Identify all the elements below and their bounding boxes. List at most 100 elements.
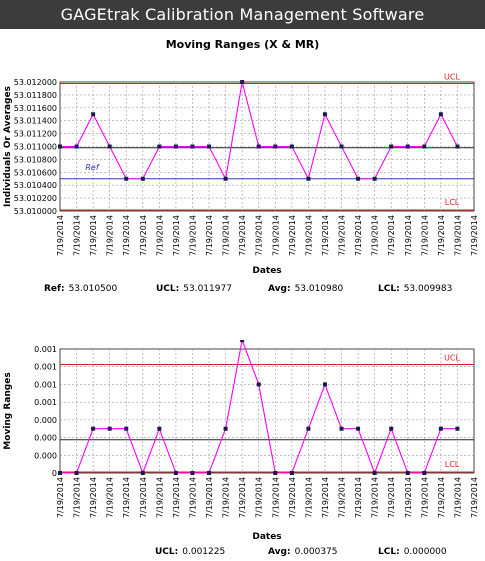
ucl-stat-label: UCL: — [156, 284, 180, 294]
data-point — [372, 176, 377, 181]
mr-ucl-stat-label: UCL: — [155, 547, 179, 557]
x-tick-label: 7/19/2014 — [172, 477, 181, 518]
x-tick-label: 7/19/2014 — [255, 215, 264, 256]
y-tick-label: 53.010600 — [14, 168, 57, 177]
x-tick-label: 7/19/2014 — [238, 215, 247, 256]
ucl-label: UCL — [444, 354, 460, 363]
x-tick-label: 7/19/2014 — [188, 215, 197, 256]
x-tick-label: 7/19/2014 — [404, 477, 413, 518]
mr-avg-stat: Avg: 0.000375 — [268, 547, 338, 557]
ucl-label: UCL — [444, 72, 460, 81]
lcl-stat-value: 53.009983 — [403, 284, 453, 294]
lcl-stat: LCL: 53.009983 — [378, 284, 452, 294]
data-point — [389, 144, 394, 149]
mr-avg-stat-label: Avg: — [268, 547, 291, 557]
data-point — [322, 382, 327, 387]
x-tick-label: 7/19/2014 — [387, 477, 396, 518]
data-point — [438, 426, 443, 431]
data-point — [289, 471, 294, 475]
lcl-label: LCL — [445, 198, 460, 207]
x-tick-label: 7/19/2014 — [371, 215, 380, 256]
avg-stat-value: 53.010980 — [294, 284, 344, 294]
y-tick-label: 53.011800 — [14, 91, 57, 100]
data-point — [372, 471, 377, 475]
y-tick-label: 0.001 — [34, 380, 57, 389]
y-tick-label: 0 — [52, 469, 57, 478]
x-tick-label: 7/19/2014 — [255, 477, 264, 518]
x-tick-label: 7/19/2014 — [453, 477, 462, 518]
x-tick-label: 7/19/2014 — [155, 215, 164, 256]
ref-label: Ref — [85, 163, 99, 172]
data-point — [339, 426, 344, 431]
x-tick-label: 7/19/2014 — [470, 215, 479, 256]
x-tick-label: 7/19/2014 — [222, 477, 231, 518]
data-point — [339, 144, 344, 149]
x-tick-label: 7/19/2014 — [288, 477, 297, 518]
data-point — [124, 176, 129, 181]
x-tick-label: 7/19/2014 — [89, 477, 98, 518]
individuals-stats: Ref: 53.010500 UCL: 53.011977 Avg: 53.01098… — [0, 284, 485, 298]
avg-stat: Avg: 53.010980 — [268, 284, 343, 294]
ucl-stat-value: 53.011977 — [183, 284, 232, 294]
x-tick-label: 7/19/2014 — [387, 215, 396, 256]
data-point — [223, 426, 228, 431]
y-axis-title: Moving Ranges — [3, 372, 13, 449]
x-tick-label: 7/19/2014 — [188, 477, 197, 518]
x-tick-label: 7/19/2014 — [155, 477, 164, 518]
data-point — [240, 340, 245, 343]
y-axis-title: Individuals Or Averages — [3, 86, 13, 207]
individuals-chart: 53.012000 53.011800 53.011600 53.011400 53.0… — [3, 72, 479, 276]
data-point — [455, 426, 460, 431]
y-tick-label: 53.011400 — [14, 117, 57, 126]
ref-stat-label: Ref: — [44, 284, 65, 294]
y-tick-label: 53.011200 — [14, 130, 57, 139]
data-point — [58, 471, 62, 475]
data-point — [207, 471, 212, 475]
moving-ranges-chart: 0.001 0.001 0.001 0.001 0.000 0.000 0.000 0 UCL L… — [3, 340, 479, 540]
x-axis-title: Dates — [252, 266, 281, 276]
x-tick-label: 7/19/2014 — [73, 215, 82, 256]
x-tick-label: 7/19/2014 — [205, 477, 214, 518]
x-tick-label: 7/19/2014 — [338, 477, 347, 518]
x-tick-label: 7/19/2014 — [321, 477, 330, 518]
x-tick-label: 7/19/2014 — [321, 215, 330, 256]
data-point — [405, 471, 410, 475]
ref-stat: Ref: 53.010500 — [44, 284, 117, 294]
x-axis-title: Dates — [252, 532, 281, 540]
data-point — [157, 426, 162, 431]
data-point — [58, 144, 62, 149]
x-tick-label: 7/19/2014 — [222, 215, 231, 256]
data-point — [190, 144, 195, 149]
mr-ucl-stat: UCL: 0.001225 — [155, 547, 225, 557]
y-tick-label: 0.000 — [34, 434, 57, 443]
y-tick-label: 0.001 — [34, 345, 57, 354]
ref-stat-value: 53.010500 — [68, 284, 118, 294]
y-tick-label: 0.000 — [34, 416, 57, 425]
y-tick-label: 53.010200 — [14, 194, 57, 203]
data-point — [207, 144, 212, 149]
mr-avg-stat-value: 0.000375 — [294, 547, 338, 557]
y-tick-label: 53.011600 — [14, 104, 57, 113]
x-tick-label: 7/19/2014 — [420, 215, 429, 256]
x-tick-label: 7/19/2014 — [437, 215, 446, 256]
data-point — [91, 112, 96, 117]
data-point — [356, 176, 361, 181]
data-point — [140, 176, 145, 181]
data-point — [140, 471, 145, 475]
lcl-label: LCL — [445, 460, 460, 469]
data-point — [405, 144, 410, 149]
x-tick-label: 7/19/2014 — [89, 215, 98, 256]
data-point — [422, 144, 427, 149]
data-point — [107, 144, 112, 149]
moving-range-stats: UCL: 0.001225 Avg: 0.000375 LCL: 0.000000 — [0, 547, 485, 561]
app-title-bar: GAGEtrak Calibration Management Software — [0, 0, 485, 29]
data-point — [157, 144, 162, 149]
y-tick-label: 53.010800 — [14, 155, 57, 164]
x-tick-label: 7/19/2014 — [453, 215, 462, 256]
x-tick-label: 7/19/2014 — [238, 477, 247, 518]
data-point — [91, 426, 96, 431]
x-tick-label: 7/19/2014 — [139, 477, 148, 518]
data-point — [306, 426, 311, 431]
x-tick-label: 7/19/2014 — [371, 477, 380, 518]
x-tick-label: 7/19/2014 — [56, 477, 65, 518]
